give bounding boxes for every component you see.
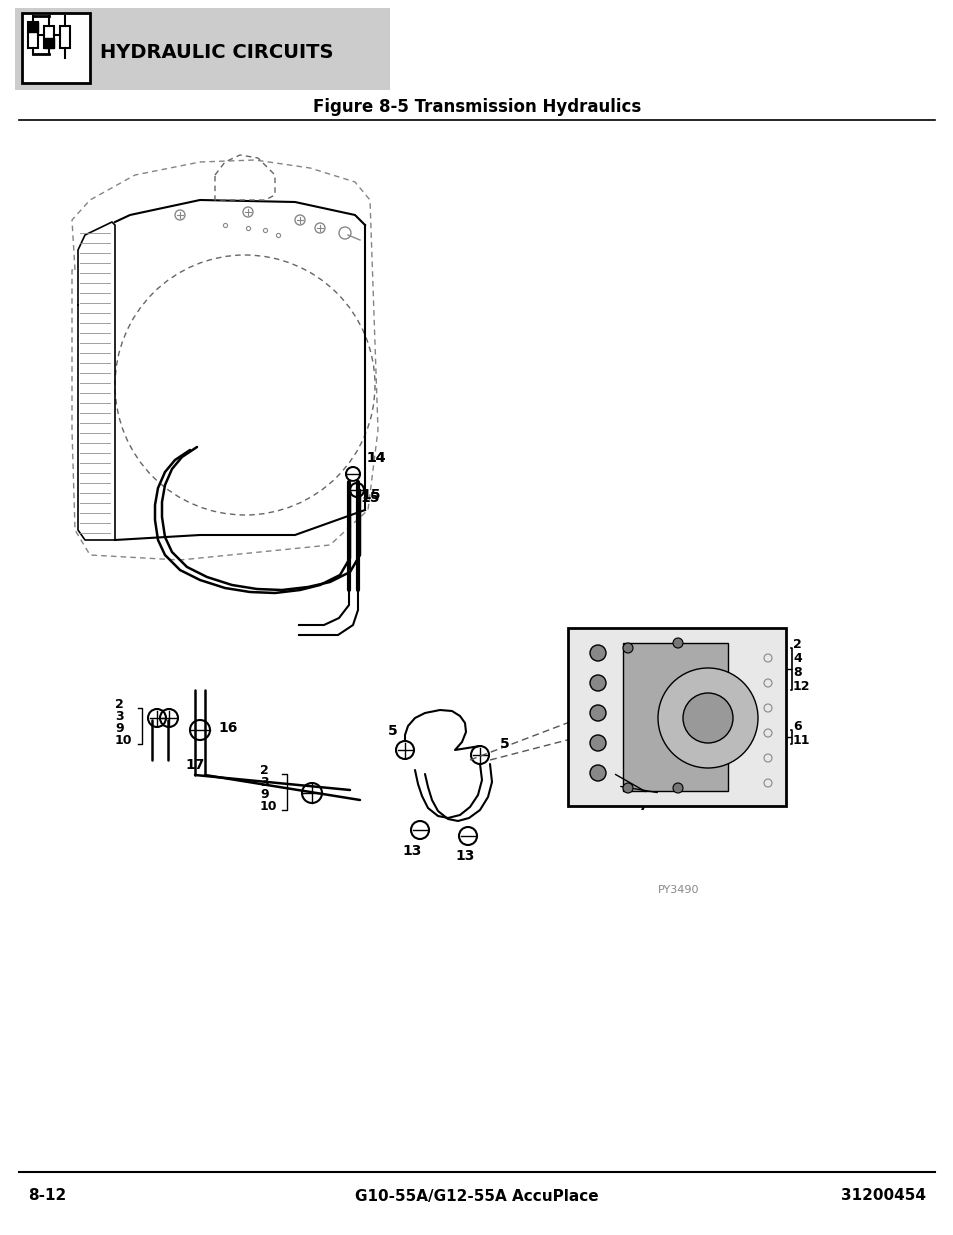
Text: 7: 7 [638,799,647,813]
Bar [15,7,390,90]
Text: 8-12: 8-12 [28,1188,66,1203]
Bar [622,643,727,790]
Text: 2: 2 [260,764,269,777]
Circle shape [589,676,605,692]
Text: G10-55A/G12-55A AccuPlace: G10-55A/G12-55A AccuPlace [355,1188,598,1203]
Text: 15: 15 [360,488,380,501]
Text: 2: 2 [792,638,801,651]
Bar [28,22,38,32]
Text: HYDRAULIC CIRCUITS: HYDRAULIC CIRCUITS [100,42,334,62]
Circle shape [658,668,758,768]
Circle shape [682,693,732,743]
Bar [44,26,54,48]
Text: 6: 6 [792,720,801,734]
Text: 4: 4 [792,652,801,664]
Text: 13: 13 [455,848,475,863]
Bar [44,38,54,48]
Bar [567,629,785,806]
Text: 3: 3 [115,710,124,722]
Text: 3: 3 [260,776,269,789]
Text: 10: 10 [115,734,132,747]
Text: 8: 8 [792,666,801,679]
Circle shape [589,645,605,661]
Text: 15: 15 [359,492,379,505]
Text: 5: 5 [499,737,509,751]
Text: 9: 9 [260,788,269,802]
Text: 31200454: 31200454 [841,1188,925,1203]
Circle shape [589,764,605,781]
Text: 11: 11 [792,734,810,747]
Circle shape [622,643,633,653]
Bar [28,22,38,48]
Text: 14: 14 [366,451,385,466]
Circle shape [589,735,605,751]
Text: 9: 9 [115,722,124,735]
Bar [60,26,70,48]
Text: 13: 13 [402,844,421,858]
Circle shape [672,783,682,793]
Text: 14: 14 [366,451,385,466]
Text: 16: 16 [218,721,237,735]
Text: PY3490: PY3490 [658,885,699,895]
Bar [22,14,90,83]
Text: 2: 2 [115,698,124,711]
Circle shape [672,638,682,648]
Text: 5: 5 [388,724,397,739]
Text: Figure 8-5 Transmission Hydraulics: Figure 8-5 Transmission Hydraulics [313,98,640,116]
Circle shape [589,705,605,721]
Text: 10: 10 [260,800,277,813]
Text: 12: 12 [792,680,810,693]
Circle shape [622,783,633,793]
Text: 17: 17 [185,758,204,772]
